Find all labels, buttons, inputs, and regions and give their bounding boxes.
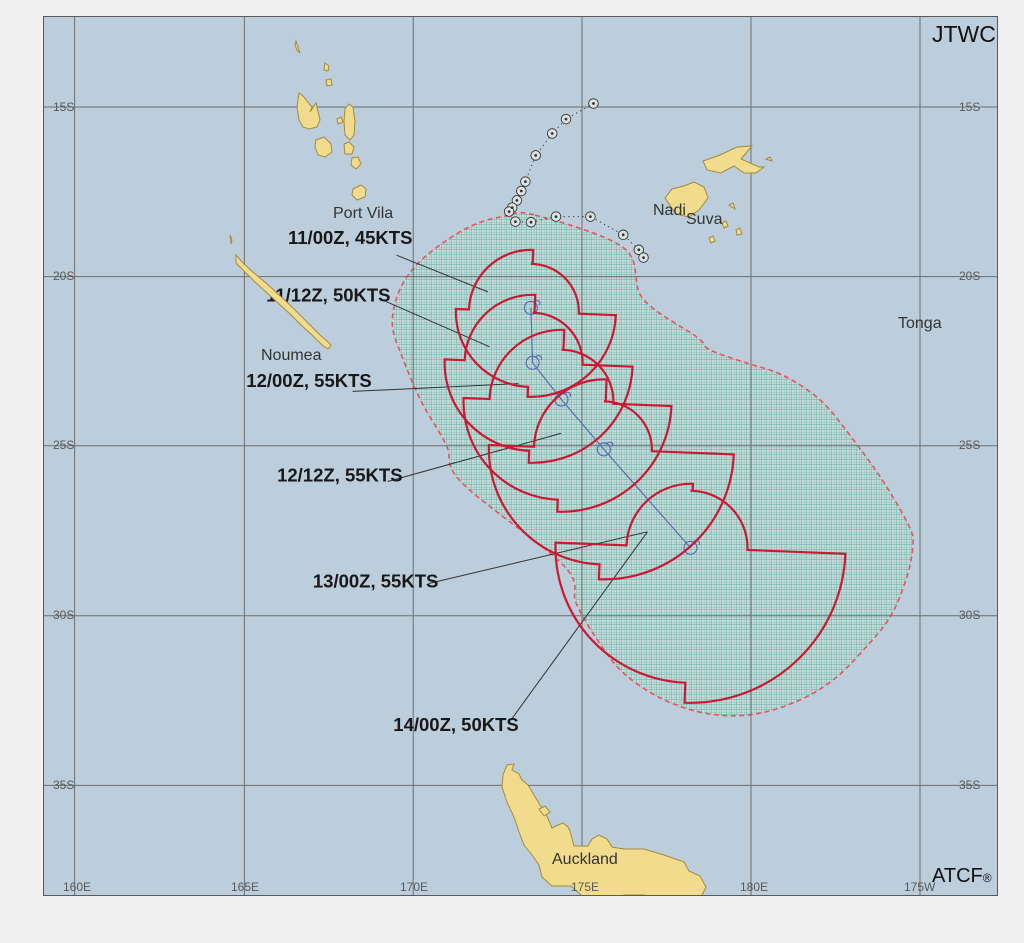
svg-text:11/00Z, 45KTS: 11/00Z, 45KTS: [288, 227, 412, 248]
svg-text:12/12Z, 55KTS: 12/12Z, 55KTS: [277, 465, 402, 486]
svg-text:14/00Z, 50KTS: 14/00Z, 50KTS: [393, 714, 518, 735]
svg-text:13/00Z, 55KTS: 13/00Z, 55KTS: [313, 571, 438, 592]
svg-text:12/00Z, 55KTS: 12/00Z, 55KTS: [246, 370, 371, 391]
